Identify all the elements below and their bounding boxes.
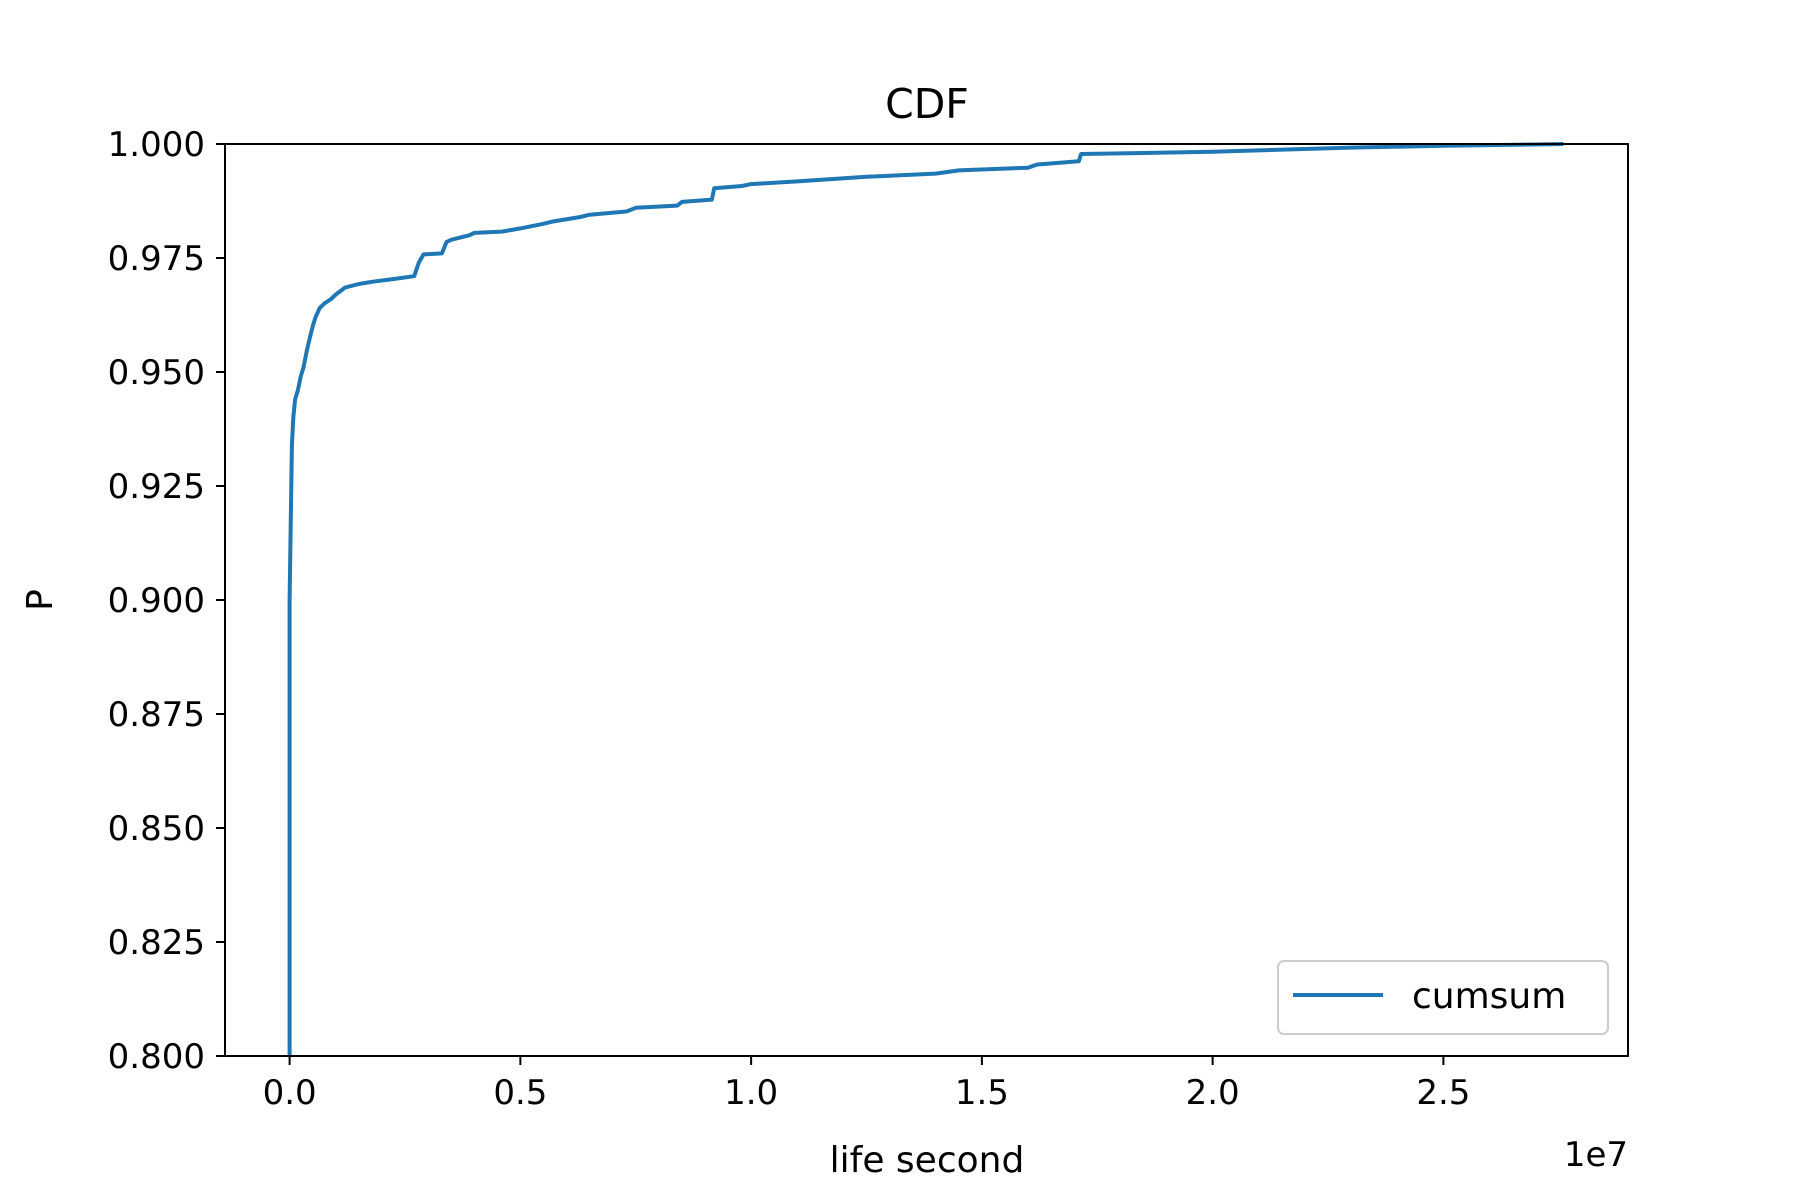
series-line-cumsum	[287, 142, 1564, 1056]
legend-frame	[1277, 960, 1609, 1035]
x-tick-label: 0.5	[493, 1073, 547, 1113]
y-tick-label: 0.975	[108, 239, 205, 279]
plot-area	[287, 142, 1564, 1056]
y-tick-label: 0.925	[108, 467, 205, 507]
y-tick-label: 0.875	[108, 695, 205, 735]
y-axis-label: P	[20, 589, 61, 611]
y-tick-label: 0.850	[108, 809, 205, 849]
x-axis: 0.0 0.5 1.0 1.5 2.0 2.5	[263, 1056, 1470, 1113]
chart-title: CDF	[885, 80, 969, 128]
legend-label: cumsum	[1412, 976, 1566, 1017]
x-tick-label: 1.0	[724, 1073, 778, 1113]
y-tick-label: 0.825	[108, 923, 205, 963]
legend: cumsum	[1277, 960, 1609, 1035]
x-offset-label: 1e7	[1564, 1135, 1628, 1175]
y-tick-label: 0.900	[108, 581, 205, 621]
x-tick-label: 2.5	[1416, 1073, 1470, 1113]
y-tick-label: 0.950	[108, 353, 205, 393]
y-tick-label: 1.000	[108, 125, 205, 165]
y-axis: 0.800 0.825 0.850 0.875 0.900 0.925 0.950 0.975…	[108, 125, 225, 1077]
y-tick-label: 0.800	[108, 1037, 205, 1077]
x-tick-label: 2.0	[1186, 1073, 1240, 1113]
x-tick-label: 0.0	[263, 1073, 317, 1113]
x-axis-label: life second	[830, 1140, 1025, 1181]
x-tick-label: 1.5	[955, 1073, 1009, 1113]
